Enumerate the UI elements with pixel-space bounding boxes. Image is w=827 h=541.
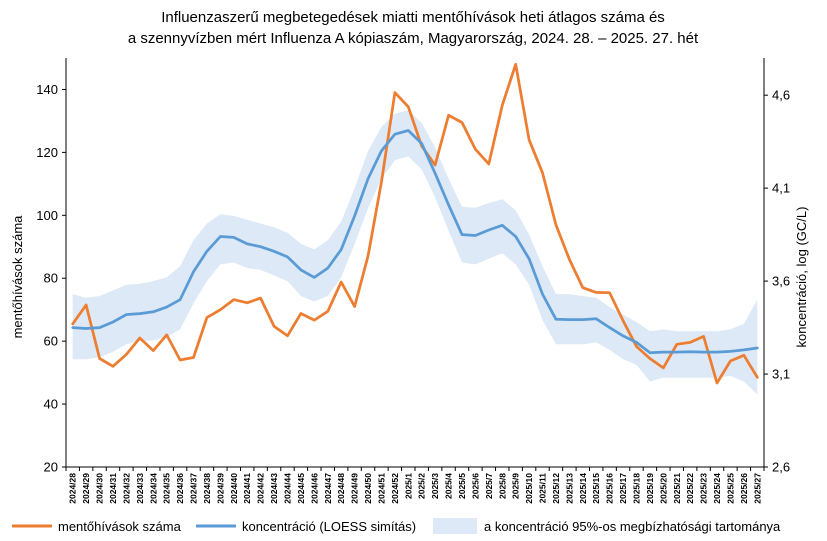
x-tick-label: 2025/18: [631, 473, 641, 504]
x-tick-label: 2025/27: [752, 473, 762, 504]
x-tick-label: 2024/49: [350, 473, 360, 504]
x-tick-label: 2024/29: [81, 473, 91, 504]
x-tick-label: 2025/10: [524, 473, 534, 504]
y-left-tick-label: 20: [44, 460, 58, 475]
x-tick-label: 2024/33: [135, 473, 145, 504]
chart-title-line-1: Influenzaszerű megbetegedések miatti men…: [161, 9, 665, 26]
legend-label-band: a koncentráció 95%-os megbízhatósági tar…: [484, 519, 781, 534]
y-right-tick-label: 3,1: [772, 367, 790, 382]
x-tick-label: 2024/31: [108, 473, 118, 504]
x-tick-label: 2025/17: [618, 473, 628, 504]
x-tick-label: 2025/21: [672, 473, 682, 504]
x-tick-label: 2025/24: [712, 473, 722, 504]
x-tick-label: 2025/8: [497, 473, 507, 499]
y-right-tick-label: 3,6: [772, 274, 790, 289]
x-tick-label: 2024/42: [256, 473, 266, 504]
x-tick-label: 2025/25: [725, 473, 735, 504]
confidence-band: [72, 110, 758, 395]
y-left-tick-label: 120: [36, 145, 58, 160]
series-layer: [71, 62, 759, 385]
y-left-tick-label: 40: [44, 397, 58, 412]
x-tick-label: 2025/11: [538, 473, 548, 504]
x-tick-label: 2024/52: [390, 473, 400, 504]
y-left-tick-label: 140: [36, 82, 58, 97]
x-tick-label: 2025/23: [699, 473, 709, 504]
x-tick-label: 2025/15: [591, 473, 601, 504]
chart-title: Influenzaszerű megbetegedések miatti men…: [128, 9, 699, 47]
series-line-concentration: [71, 129, 759, 355]
legend-swatch-band: [433, 518, 477, 534]
x-tick-label: 2025/14: [578, 473, 588, 504]
x-tick-label: 2024/37: [189, 473, 199, 504]
x-tick-label: 2025/5: [457, 473, 467, 499]
x-tick-label: 2024/45: [296, 473, 306, 504]
y-right-tick-label: 2,6: [772, 460, 790, 475]
x-tick-label: 2025/9: [511, 473, 521, 499]
x-tick-label: 2025/13: [564, 473, 574, 504]
x-tick-label: 2025/26: [739, 473, 749, 504]
x-tick-label: 2024/30: [95, 473, 105, 504]
x-tick-label: 2024/47: [323, 473, 333, 504]
x-tick-label: 2025/4: [444, 473, 454, 499]
legend-label-calls: mentőhívások száma: [58, 519, 182, 534]
x-tick-label: 2024/46: [309, 473, 319, 504]
x-tick-label: 2024/44: [282, 473, 292, 504]
x-tick-label: 2025/7: [484, 473, 494, 499]
confidence-band-layer: [72, 110, 758, 395]
series-line-calls: [71, 62, 759, 385]
y-left-tick-label: 60: [44, 334, 58, 349]
x-tick-label: 2024/51: [376, 473, 386, 504]
x-tick-label: 2024/43: [269, 473, 279, 504]
x-tick-label: 2024/38: [202, 473, 212, 504]
x-tick-label: 2024/50: [363, 473, 373, 504]
x-tick-label: 2024/48: [336, 473, 346, 504]
x-tick-label: 2024/34: [148, 473, 158, 504]
x-tick-label: 2024/35: [162, 473, 172, 504]
x-tick-label: 2025/19: [645, 473, 655, 504]
x-tick-label: 2024/41: [242, 473, 252, 504]
x-tick-label: 2025/2: [417, 473, 427, 499]
x-tick-label: 2025/3: [430, 473, 440, 499]
y-axis-right-label: koncentráció, log (GC/L): [794, 207, 809, 348]
y-left-tick-label: 80: [44, 271, 58, 286]
x-tick-label: 2025/12: [551, 473, 561, 504]
y-left-tick-label: 100: [36, 208, 58, 223]
x-tick-label: 2024/40: [229, 473, 239, 504]
x-tick-label: 2024/32: [121, 473, 131, 504]
y-axis-left-label: mentőhívások száma: [10, 215, 25, 339]
x-tick-label: 2025/20: [658, 473, 668, 504]
x-tick-label: 2025/6: [470, 473, 480, 499]
y-right-tick-label: 4,6: [772, 88, 790, 103]
y-right-tick-label: 4,1: [772, 181, 790, 196]
legend-label-concentration: koncentráció (LOESS simítás): [242, 519, 416, 534]
chart-title-line-2: a szennyvízben mért Influenza A kópiaszá…: [128, 30, 699, 47]
chart-legend: mentőhívások száma koncentráció (LOESS s…: [12, 518, 781, 534]
x-tick-label: 2025/22: [685, 473, 695, 504]
x-tick-label: 2025/16: [605, 473, 615, 504]
x-tick-label: 2024/28: [68, 473, 78, 504]
x-tick-label: 2024/39: [215, 473, 225, 504]
x-tick-label: 2025/1: [403, 473, 413, 499]
x-tick-label: 2024/36: [175, 473, 185, 504]
